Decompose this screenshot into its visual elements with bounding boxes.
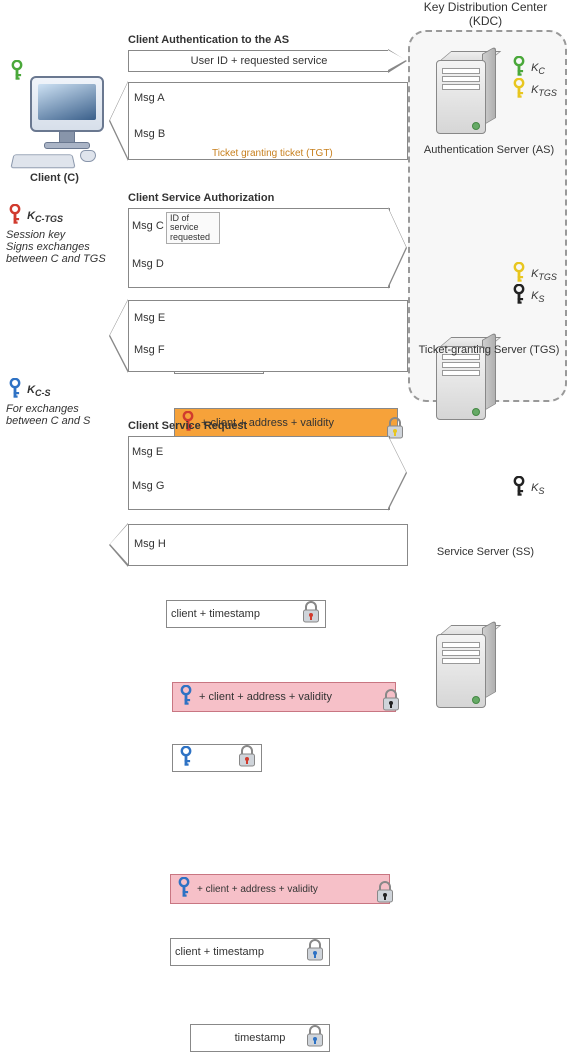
key-icon: [6, 378, 24, 403]
section-authz-title: Client Service Authorization: [128, 192, 274, 204]
msg-e-content: + client + address + validity: [172, 682, 396, 712]
legend-kctgs: KC-TGS Session key Signs exchanges betwe…: [6, 204, 116, 265]
lock-icon: [375, 881, 395, 908]
lock-icon: [237, 745, 257, 772]
tgs-key-ks: KS: [510, 284, 544, 309]
kerberos-diagram: Key Distribution Center (KDC) Authentica…: [0, 0, 569, 600]
lock-icon: [305, 939, 325, 966]
msg-b-sublabel: Ticket granting ticket (TGT): [212, 148, 333, 159]
key-icon: [6, 204, 24, 229]
key-icon: [177, 746, 195, 771]
lock-icon: [301, 601, 321, 628]
msg-eg-block: [128, 436, 390, 510]
key-icon: [510, 78, 528, 103]
msg-c-label: Msg C: [132, 220, 164, 232]
legend-kctgs-desc1: Session key: [6, 229, 65, 241]
legend-kcs: KC-S For exchanges between C and S: [6, 378, 116, 427]
msg-b-label: Msg B: [134, 128, 165, 140]
server-ss-label: Service Server (SS): [408, 546, 563, 558]
kdc-title: Key Distribution Center (KDC): [408, 0, 563, 28]
server-as: [430, 54, 498, 140]
lock-icon: [305, 1025, 325, 1052]
key-icon: [175, 877, 193, 902]
server-ss: [430, 628, 498, 714]
msg-h-block: [128, 524, 408, 566]
msg-ef-block: [128, 300, 408, 372]
section-auth-title: Client Authentication to the AS: [128, 34, 289, 46]
msg-d-content: client + timestamp: [166, 600, 326, 628]
key-icon: [8, 60, 26, 85]
section-request-title: Client Service Request: [128, 420, 247, 432]
msg-h-content: timestamp: [190, 1024, 330, 1052]
server-as-label: Authentication Server (AS): [414, 144, 564, 156]
key-icon: [510, 476, 528, 501]
msg-request: User ID + requested service: [128, 50, 390, 72]
msg-g-label: Msg G: [132, 480, 164, 492]
msg-a-label: Msg A: [134, 92, 165, 104]
legend-kcs-desc: For exchanges between C and S: [6, 403, 90, 427]
lock-icon: [381, 689, 401, 716]
msg-d-text: client + timestamp: [171, 608, 260, 620]
msg-f-content: [172, 744, 262, 772]
msg-e2-text: + client + address + validity: [197, 884, 318, 895]
msg-request-text: User ID + requested service: [191, 55, 328, 67]
msg-e-label: Msg E: [134, 312, 165, 324]
msg-c-side: ID of service requested: [166, 212, 220, 244]
as-key-ktgs: KTGS: [510, 78, 557, 103]
key-icon: [177, 685, 195, 710]
msg-d-label: Msg D: [132, 258, 164, 270]
msg-h-text: timestamp: [235, 1032, 286, 1044]
msg-g-content: client + timestamp: [170, 938, 330, 966]
msg-g-text: client + timestamp: [175, 946, 264, 958]
key-icon: [510, 284, 528, 309]
server-tgs-label: Ticket-granting Server (TGS): [414, 344, 564, 356]
msg-e2-label: Msg E: [132, 446, 163, 458]
client-label: Client (C): [30, 172, 79, 184]
msg-h-label: Msg H: [134, 538, 166, 550]
msg-f-label: Msg F: [134, 344, 165, 356]
ss-key-ks: KS: [510, 476, 544, 501]
msg-e-text: + client + address + validity: [199, 691, 332, 703]
legend-kctgs-desc2: Signs exchanges between C and TGS: [6, 241, 106, 265]
msg-e2-content: + client + address + validity: [170, 874, 390, 904]
client-computer: [30, 76, 104, 169]
client-key-kc: [8, 60, 26, 85]
